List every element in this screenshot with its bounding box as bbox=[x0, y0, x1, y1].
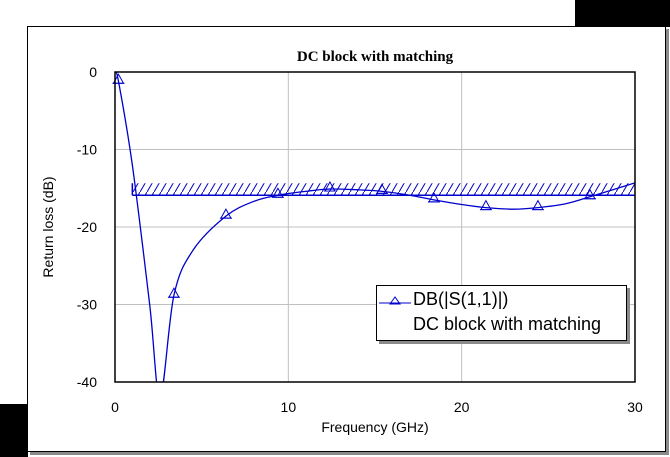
y-tick-label: 0 bbox=[89, 64, 97, 80]
chart-legend: DB(|S(1,1)|) DC block with matching bbox=[376, 285, 627, 341]
series-s11 bbox=[112, 72, 635, 382]
x-axis-label: Frequency (GHz) bbox=[321, 419, 428, 435]
x-tick-label: 30 bbox=[627, 399, 643, 415]
background-block-top-right bbox=[575, 0, 670, 27]
x-axis-ticks: 0 10 20 30 bbox=[111, 399, 643, 415]
x-tick-label: 20 bbox=[454, 399, 470, 415]
x-tick-label: 10 bbox=[281, 399, 297, 415]
triangle-marker-icon bbox=[379, 296, 411, 305]
goal-line bbox=[131, 183, 636, 196]
y-tick-label: -30 bbox=[77, 297, 97, 313]
chart-title: DC block with matching bbox=[297, 49, 454, 65]
x-tick-label: 0 bbox=[111, 399, 119, 415]
y-axis-label: Return loss (dB) bbox=[40, 176, 56, 277]
plot-area-border bbox=[114, 71, 636, 383]
y-tick-label: -10 bbox=[77, 142, 97, 158]
background-block-bottom-left bbox=[0, 404, 28, 457]
legend-series-source: DC block with matching bbox=[413, 314, 602, 334]
y-axis-ticks: 0 -10 -20 -30 -40 bbox=[77, 64, 97, 390]
y-tick-label: -40 bbox=[77, 374, 97, 390]
legend-series-name: DB(|S(1,1)|) bbox=[413, 289, 509, 309]
chart-window bbox=[27, 26, 666, 452]
y-tick-label: -20 bbox=[77, 219, 97, 235]
grid-lines bbox=[115, 72, 635, 382]
